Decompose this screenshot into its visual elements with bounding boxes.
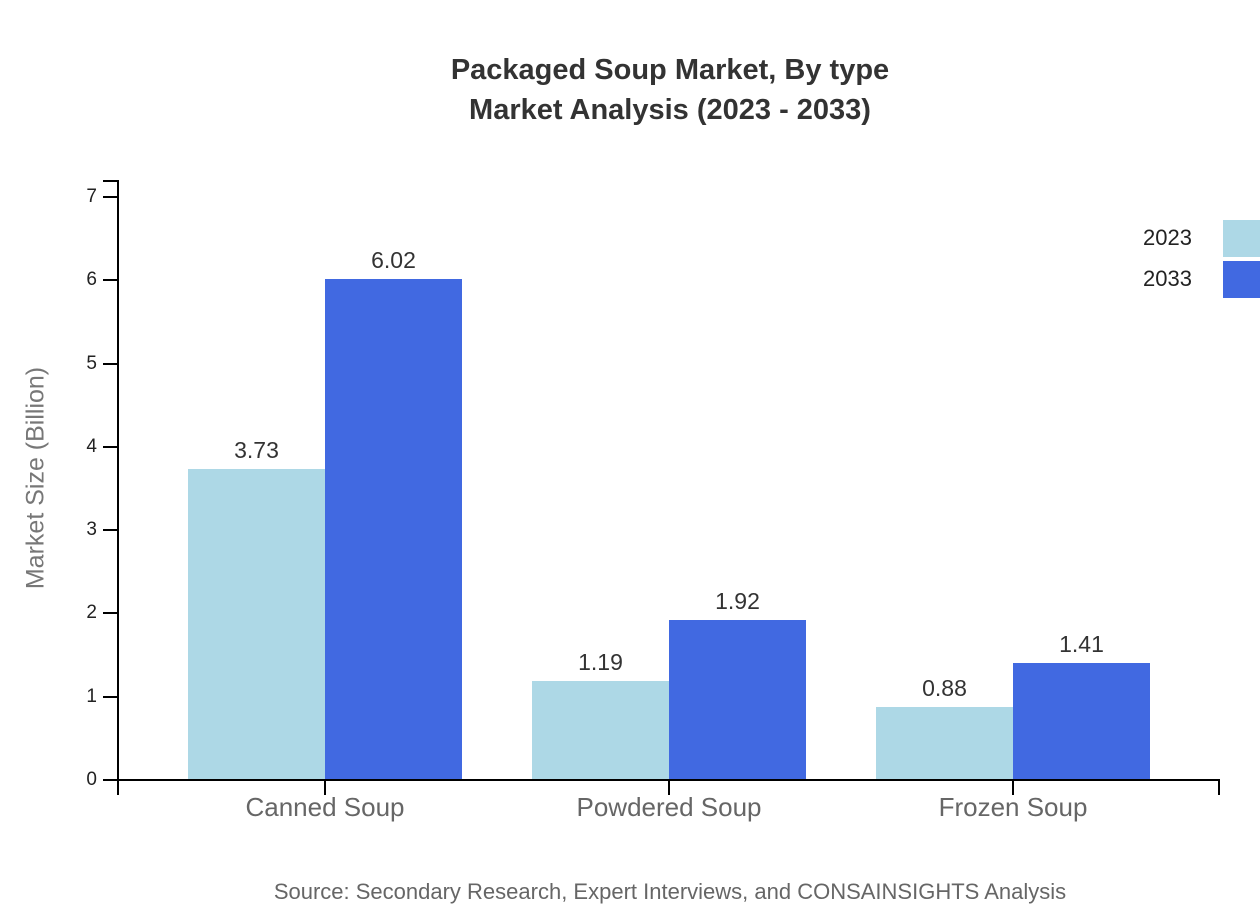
y-axis-tick <box>103 279 118 282</box>
legend-label: 2023 <box>1143 225 1192 250</box>
x-category-label: Canned Soup <box>245 792 405 822</box>
y-axis-line <box>117 180 119 795</box>
y-axis-tick <box>103 612 118 615</box>
bar <box>532 680 669 780</box>
source-note: Source: Secondary Research, Expert Inter… <box>273 879 1067 904</box>
y-axis-tick <box>103 695 118 698</box>
y-axis-tick <box>103 529 118 532</box>
bar <box>669 620 806 780</box>
x-axis-line <box>103 779 1220 781</box>
bar-value-label: 3.73 <box>234 437 279 464</box>
y-axis-tick <box>103 362 118 365</box>
y-tick-label: 0 <box>86 769 97 790</box>
y-axis-top-tick <box>103 180 118 182</box>
legend-swatch <box>1223 261 1260 298</box>
bar-value-label: 6.02 <box>371 246 416 273</box>
y-tick-label: 6 <box>86 269 97 291</box>
x-axis-tick <box>324 780 326 795</box>
x-axis-tick <box>668 780 670 795</box>
y-tick-label: 2 <box>86 602 97 624</box>
y-tick-label: 1 <box>86 685 97 707</box>
bar <box>1013 662 1150 780</box>
y-tick-label: 5 <box>86 352 97 374</box>
bar-value-label: 1.19 <box>578 648 623 675</box>
y-axis-tick <box>103 445 118 448</box>
bar-value-label: 1.41 <box>1059 630 1104 657</box>
bar <box>876 706 1013 780</box>
chart-title-line1: Packaged Soup Market, By type <box>450 54 890 86</box>
x-axis-tick <box>1012 780 1014 795</box>
y-tick-label: 4 <box>86 435 97 457</box>
legend-label: 2033 <box>1143 266 1192 291</box>
x-category-label: Frozen Soup <box>938 792 1088 822</box>
legend-swatch <box>1223 220 1260 257</box>
chart-title: Packaged Soup Market, By type Market Ana… <box>80 50 1260 130</box>
bar-value-label: 1.92 <box>715 588 760 615</box>
x-axis-end-tick <box>1218 780 1220 795</box>
bar-value-label: 0.88 <box>922 674 967 701</box>
bar <box>188 469 325 780</box>
y-axis-tick <box>103 779 118 781</box>
chart-title-line2: Market Analysis (2023 - 2033) <box>469 94 871 126</box>
x-category-label: Powdered Soup <box>576 792 762 822</box>
bar <box>325 278 462 780</box>
y-axis-tick <box>103 196 118 198</box>
y-tick-label: 3 <box>86 519 97 541</box>
y-tick-label: 7 <box>86 186 97 207</box>
